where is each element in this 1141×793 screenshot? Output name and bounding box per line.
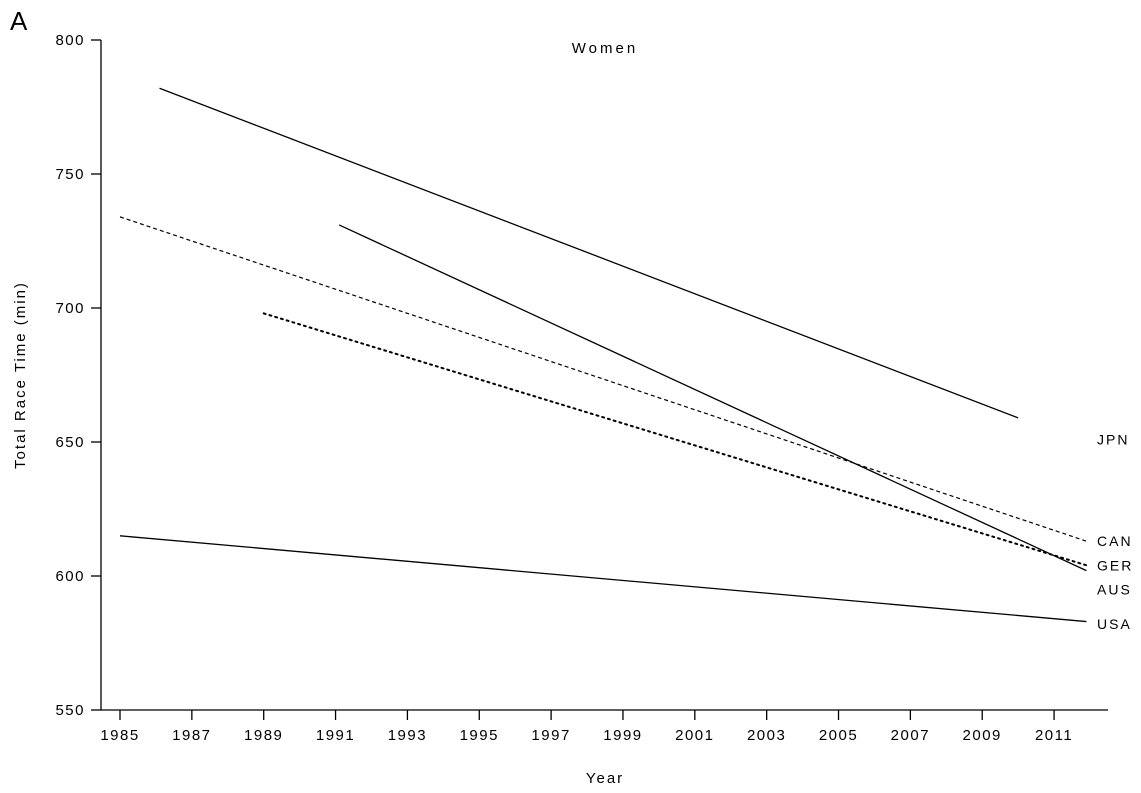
x-tick-label: 2009	[963, 727, 1002, 744]
x-tick-label: 1987	[172, 727, 211, 744]
series-label-aus: AUS	[1097, 581, 1132, 597]
series-line-usa	[119, 535, 1087, 623]
x-tick-label: 1997	[531, 727, 570, 744]
x-tick-label: 1985	[100, 727, 139, 744]
x-tick-label: 2007	[891, 727, 930, 744]
y-tick-label: 800	[55, 32, 85, 49]
x-tick-label: 2003	[747, 727, 786, 744]
x-tick-label: 1993	[388, 727, 427, 744]
x-axis: 1985 1987 1989 1991 1993 1995 1997 1999 2001 2003…	[100, 709, 1108, 744]
series-lines	[119, 87, 1088, 623]
series-label-jpn: JPN	[1097, 431, 1129, 447]
y-axis: 550 600 650 700 750 800	[55, 32, 102, 719]
x-tick-label: 1991	[316, 727, 355, 744]
series-line-can	[119, 216, 1087, 542]
series-line-jpn	[159, 87, 1019, 419]
series-label-can: CAN	[1097, 533, 1133, 549]
panel-label: A	[10, 6, 28, 36]
series-label-usa: USA	[1097, 616, 1132, 632]
y-tick-label: 750	[55, 166, 85, 183]
y-tick-label: 650	[55, 434, 85, 451]
series-line-ger	[262, 312, 1088, 567]
series-label-ger: GER	[1097, 557, 1133, 573]
x-tick-label: 2005	[819, 727, 858, 744]
y-axis-label: Total Race Time (min)	[12, 281, 29, 469]
x-tick-label: 2001	[675, 727, 714, 744]
y-tick-label: 700	[55, 300, 85, 317]
y-tick-label: 550	[55, 702, 85, 719]
x-tick-label: 1989	[244, 727, 283, 744]
y-tick-label: 600	[55, 568, 85, 585]
series-line-aus	[338, 224, 1087, 572]
x-tick-label: 1995	[460, 727, 499, 744]
chart-title: Women	[572, 40, 638, 57]
series-labels: JPN CAN GER AUS USA	[1097, 431, 1133, 632]
x-tick-label: 2011	[1035, 727, 1073, 744]
x-axis-label: Year	[586, 770, 624, 787]
x-tick-label: 1999	[603, 727, 642, 744]
